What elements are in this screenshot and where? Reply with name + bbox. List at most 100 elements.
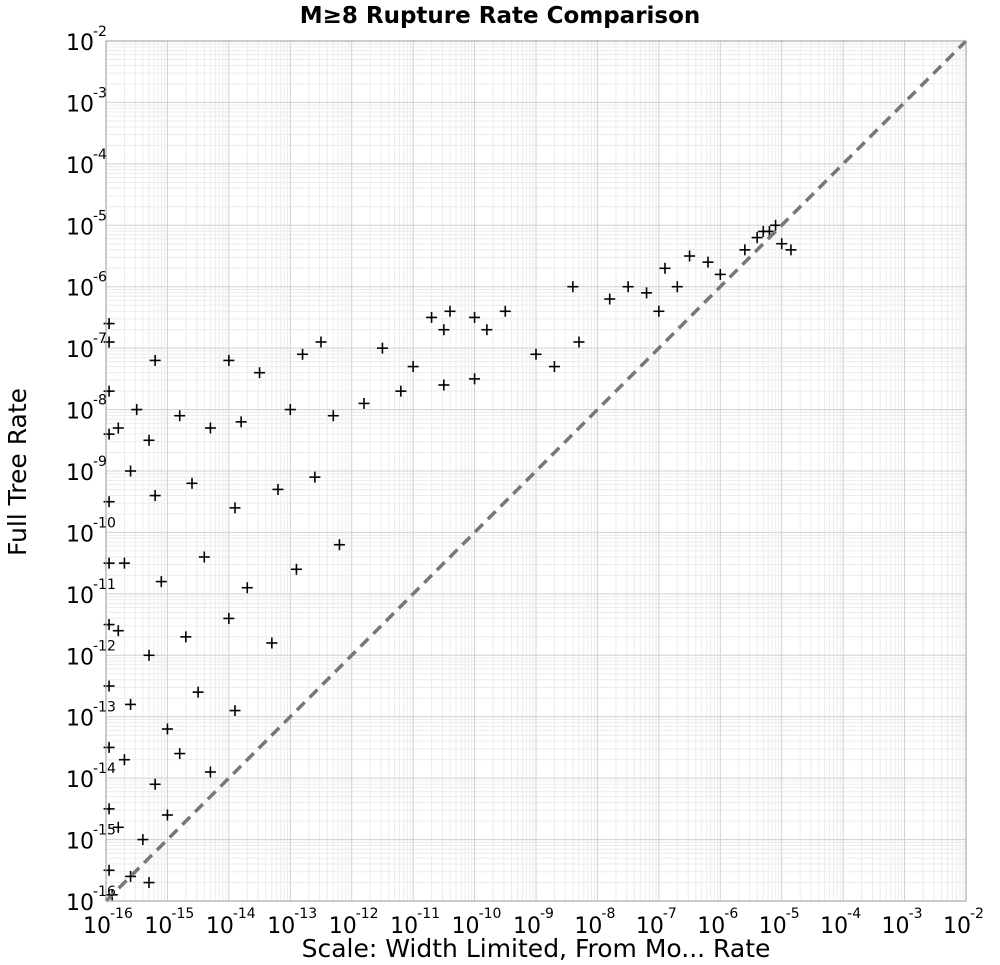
data-point xyxy=(604,293,616,305)
x-tick-label: 10 xyxy=(943,914,971,939)
y-tick-label: 10 xyxy=(66,830,94,855)
x-tick-exponent: -9 xyxy=(540,906,554,922)
y-tick-label: 10 xyxy=(66,522,94,547)
data-point xyxy=(112,821,124,833)
data-point xyxy=(254,367,266,379)
data-point xyxy=(327,410,339,422)
data-point xyxy=(659,262,671,274)
x-tick-exponent: -12 xyxy=(356,906,379,922)
y-axis-label: Full Tree Rate xyxy=(3,388,32,556)
data-point xyxy=(499,305,511,317)
data-point xyxy=(548,361,560,373)
chart-title: M≥8 Rupture Rate Comparison xyxy=(300,3,701,29)
x-axis-label: Scale: Width Limited, From Mo... Rate xyxy=(302,934,771,963)
y-tick-label: 10 xyxy=(66,338,94,363)
x-tick-label: 10 xyxy=(83,914,111,939)
data-point xyxy=(198,551,210,563)
data-point xyxy=(776,238,788,250)
x-tick-exponent: -7 xyxy=(663,906,677,922)
data-point xyxy=(103,557,115,569)
data-point xyxy=(438,324,450,336)
data-point xyxy=(757,225,769,237)
data-point xyxy=(143,649,155,661)
y-tick-label: 10 xyxy=(66,277,94,302)
data-point xyxy=(272,483,284,495)
data-point xyxy=(315,336,327,348)
data-point xyxy=(223,354,235,366)
data-point xyxy=(469,311,481,323)
data-point xyxy=(223,612,235,624)
data-point xyxy=(103,680,115,692)
y-tick-exponent: -10 xyxy=(93,515,116,531)
x-tick-label: 10 xyxy=(759,914,787,939)
x-tick-exponent: -13 xyxy=(294,906,317,922)
data-point xyxy=(671,281,683,293)
data-point xyxy=(103,428,115,440)
data-point xyxy=(469,373,481,385)
data-point xyxy=(241,582,253,594)
y-tick-exponent: -14 xyxy=(93,761,116,777)
y-tick-exponent: -5 xyxy=(93,208,107,224)
data-point xyxy=(702,256,714,268)
y-tick-label: 10 xyxy=(66,768,94,793)
data-point xyxy=(103,619,115,631)
data-point xyxy=(444,305,456,317)
data-point xyxy=(149,354,161,366)
data-point xyxy=(103,318,115,330)
data-point xyxy=(714,268,726,280)
data-point xyxy=(284,404,296,416)
x-tick-exponent: -11 xyxy=(417,906,440,922)
x-tick-label: 10 xyxy=(882,914,910,939)
x-tick-exponent: -6 xyxy=(724,906,738,922)
data-point xyxy=(174,748,186,760)
data-point xyxy=(161,723,173,735)
y-tick-exponent: -4 xyxy=(93,147,107,163)
x-tick-exponent: -15 xyxy=(171,906,194,922)
x-tick-label: 10 xyxy=(144,914,172,939)
y-tick-label: 10 xyxy=(66,154,94,179)
data-point xyxy=(739,244,751,256)
data-point xyxy=(751,232,763,244)
data-point xyxy=(186,477,198,489)
x-axis-ticks: 10 -16 10 -15 10 -14 10 -13 10 -12 10 -11 10 -10 10 -9 1… xyxy=(83,906,984,939)
data-point xyxy=(118,557,130,569)
data-point xyxy=(204,422,216,434)
x-tick-label: 10 xyxy=(329,914,357,939)
data-point xyxy=(118,754,130,766)
x-tick-exponent: -16 xyxy=(110,906,133,922)
y-tick-label: 10 xyxy=(66,92,94,117)
data-point xyxy=(143,434,155,446)
x-tick-exponent: -4 xyxy=(847,906,861,922)
data-point xyxy=(358,397,370,409)
data-point xyxy=(407,361,419,373)
y-tick-label: 10 xyxy=(66,707,94,732)
data-point xyxy=(103,385,115,397)
y-tick-exponent: -9 xyxy=(93,454,107,470)
data-point xyxy=(309,471,321,483)
y-tick-exponent: -16 xyxy=(93,884,116,900)
x-tick-exponent: -8 xyxy=(601,906,615,922)
data-point xyxy=(622,281,634,293)
x-tick-label: 10 xyxy=(206,914,234,939)
y-tick-exponent: -6 xyxy=(93,270,107,286)
x-tick-exponent: -10 xyxy=(479,906,502,922)
data-point xyxy=(290,563,302,575)
data-point xyxy=(770,219,782,231)
data-point xyxy=(229,502,241,514)
data-point xyxy=(235,416,247,428)
y-tick-label: 10 xyxy=(66,891,94,916)
data-point xyxy=(653,305,665,317)
data-point xyxy=(103,803,115,815)
y-tick-exponent: -8 xyxy=(93,393,107,409)
data-point xyxy=(180,631,192,643)
x-tick-label: 10 xyxy=(452,914,480,939)
x-tick-exponent: -5 xyxy=(786,906,800,922)
data-point xyxy=(481,324,493,336)
data-point xyxy=(395,385,407,397)
data-point xyxy=(155,576,167,588)
x-tick-label: 10 xyxy=(513,914,541,939)
reference-line-y-equals-x xyxy=(104,39,968,903)
y-tick-label: 10 xyxy=(66,645,94,670)
data-point xyxy=(103,336,115,348)
data-point xyxy=(149,778,161,790)
